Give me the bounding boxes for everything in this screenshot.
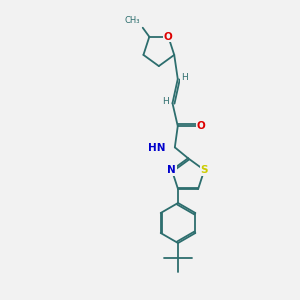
- Text: N: N: [167, 165, 176, 175]
- Text: O: O: [197, 121, 206, 131]
- Text: H: H: [163, 97, 170, 106]
- Text: HN: HN: [148, 143, 165, 153]
- Text: O: O: [164, 32, 173, 42]
- Text: H: H: [181, 73, 188, 82]
- Text: CH₃: CH₃: [125, 16, 140, 26]
- Text: S: S: [201, 165, 208, 175]
